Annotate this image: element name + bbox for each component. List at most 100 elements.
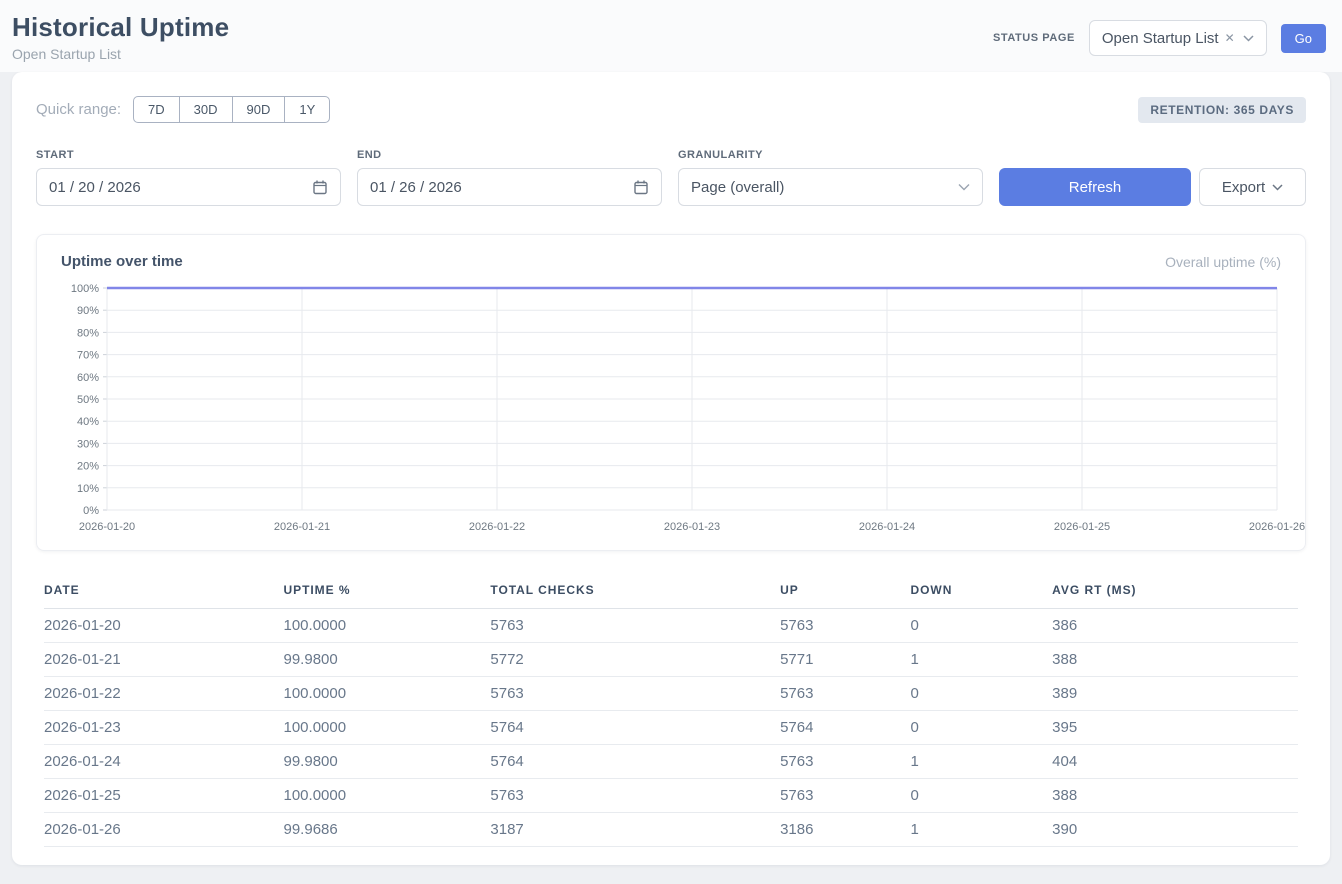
table-cell: 390 [1052,813,1298,847]
table-cell: 5763 [780,609,910,643]
table-row: 2026-01-25100.0000576357630388 [44,779,1298,813]
table-cell: 2026-01-21 [44,643,284,677]
quick-range-30d-button[interactable]: 30D [179,96,233,123]
table-row: 2026-01-23100.0000576457640395 [44,711,1298,745]
table-row: 2026-01-22100.0000576357630389 [44,677,1298,711]
calendar-icon[interactable] [633,179,649,195]
svg-text:2026-01-26: 2026-01-26 [1249,521,1305,533]
uptime-chart: 0%10%20%30%40%50%60%70%80%90%100%2026-01… [61,284,1281,538]
table-cell: 395 [1052,711,1298,745]
uptime-table-body: 2026-01-20100.00005763576303862026-01-21… [44,609,1298,847]
table-cell: 5763 [490,609,780,643]
table-cell: 5764 [490,711,780,745]
table-cell: 5764 [490,745,780,779]
table-cell: 5763 [490,779,780,813]
table-cell: 388 [1052,779,1298,813]
granularity-label: GRANULARITY [678,149,983,161]
page-subtitle: Open Startup List [12,46,229,62]
table-cell: 100.0000 [284,609,491,643]
table-cell: 100.0000 [284,779,491,813]
column-header-down: DOWN [910,575,1052,609]
chevron-down-icon [1272,184,1283,191]
table-cell: 5771 [780,643,910,677]
svg-text:60%: 60% [77,372,99,384]
table-cell: 99.9686 [284,813,491,847]
main-panel: Quick range: 7D 30D 90D 1Y RETENTION: 36… [12,72,1330,865]
header-controls: STATUS PAGE Open Startup List ✕ Go [993,20,1326,56]
quick-range-row: Quick range: 7D 30D 90D 1Y RETENTION: 36… [36,96,1306,123]
table-cell: 5763 [780,779,910,813]
table-cell: 0 [910,677,1052,711]
table-cell: 0 [910,779,1052,813]
status-page-label: STATUS PAGE [993,32,1075,44]
table-cell: 5763 [490,677,780,711]
table-cell: 2026-01-26 [44,813,284,847]
table-header-row: DATE UPTIME % TOTAL CHECKS UP DOWN AVG R… [44,575,1298,609]
uptime-table-section: DATE UPTIME % TOTAL CHECKS UP DOWN AVG R… [36,575,1306,847]
go-button[interactable]: Go [1281,24,1326,53]
uptime-chart-card: Uptime over time Overall uptime (%) 0%10… [36,234,1306,551]
table-cell: 2026-01-25 [44,779,284,813]
calendar-icon[interactable] [312,179,328,195]
column-header-up: UP [780,575,910,609]
table-cell: 2026-01-23 [44,711,284,745]
table-cell: 0 [910,711,1052,745]
svg-text:2026-01-23: 2026-01-23 [664,521,720,533]
title-block: Historical Uptime Open Startup List [12,12,229,62]
svg-text:80%: 80% [77,327,99,339]
quick-range-buttons: 7D 30D 90D 1Y [133,96,330,123]
svg-text:2026-01-21: 2026-01-21 [274,521,330,533]
table-cell: 3186 [780,813,910,847]
table-cell: 2026-01-20 [44,609,284,643]
page-title: Historical Uptime [12,12,229,43]
table-cell: 386 [1052,609,1298,643]
table-cell: 99.9800 [284,745,491,779]
quick-range-90d-button[interactable]: 90D [232,96,286,123]
table-cell: 5772 [490,643,780,677]
svg-text:10%: 10% [77,483,99,495]
table-cell: 5763 [780,745,910,779]
svg-text:90%: 90% [77,305,99,317]
refresh-button[interactable]: Refresh [999,168,1191,206]
svg-text:2026-01-24: 2026-01-24 [859,521,915,533]
table-cell: 1 [910,643,1052,677]
end-label: END [357,149,662,161]
table-cell: 404 [1052,745,1298,779]
table-cell: 0 [910,609,1052,643]
quick-range-7d-button[interactable]: 7D [133,96,180,123]
retention-badge: RETENTION: 365 DAYS [1138,97,1306,123]
column-header-avg-rt: AVG RT (MS) [1052,575,1298,609]
end-date-field: END 01 / 26 / 2026 [357,149,662,206]
start-label: START [36,149,341,161]
column-header-date: DATE [44,575,284,609]
chart-header: Uptime over time Overall uptime (%) [61,253,1281,270]
export-label: Export [1222,179,1265,196]
chart-legend: Overall uptime (%) [1165,254,1281,270]
start-date-input[interactable]: 01 / 20 / 2026 [36,168,341,206]
granularity-select[interactable]: Page (overall) [678,168,983,206]
svg-text:50%: 50% [77,394,99,406]
status-page-select[interactable]: Open Startup List ✕ [1089,20,1267,56]
table-cell: 388 [1052,643,1298,677]
quick-range-1y-button[interactable]: 1Y [284,96,330,123]
table-cell: 389 [1052,677,1298,711]
svg-text:2026-01-25: 2026-01-25 [1054,521,1110,533]
granularity-field: GRANULARITY Page (overall) [678,149,983,206]
clear-icon[interactable]: ✕ [1225,31,1235,45]
svg-text:20%: 20% [77,461,99,473]
table-row: 2026-01-2199.9800577257711388 [44,643,1298,677]
svg-text:40%: 40% [77,416,99,428]
table-cell: 99.9800 [284,643,491,677]
chevron-down-icon [1243,35,1254,42]
svg-text:2026-01-20: 2026-01-20 [79,521,135,533]
column-header-total-checks: TOTAL CHECKS [490,575,780,609]
column-header-uptime: UPTIME % [284,575,491,609]
table-cell: 5764 [780,711,910,745]
quick-range-group: Quick range: 7D 30D 90D 1Y [36,96,330,123]
export-button[interactable]: Export [1199,168,1306,206]
table-cell: 100.0000 [284,677,491,711]
table-row: 2026-01-20100.0000576357630386 [44,609,1298,643]
status-page-value: Open Startup List [1102,30,1219,47]
table-row: 2026-01-2499.9800576457631404 [44,745,1298,779]
end-date-input[interactable]: 01 / 26 / 2026 [357,168,662,206]
